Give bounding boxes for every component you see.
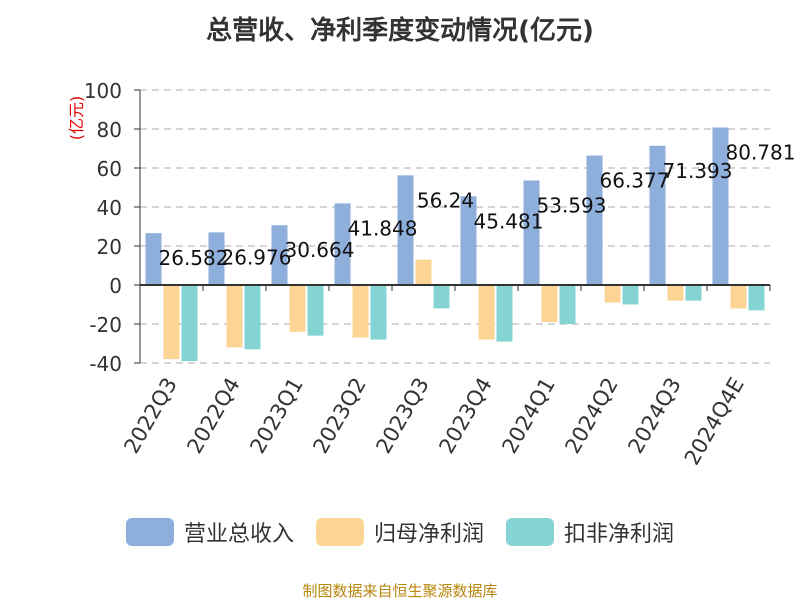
bar-net-profit xyxy=(226,285,243,348)
y-tick-label: 60 xyxy=(97,157,122,181)
bar-net-profit xyxy=(604,285,621,303)
x-tick-label: 2022Q4 xyxy=(182,374,244,458)
data-label-revenue: 30.664 xyxy=(285,238,355,262)
x-tick-label: 2022Q3 xyxy=(119,374,181,458)
legend-swatch-deducted-profit xyxy=(506,518,554,546)
bar-revenue xyxy=(460,196,477,285)
legend-label-revenue: 营业总收入 xyxy=(183,522,294,547)
bar-deducted-profit xyxy=(244,285,261,350)
bar-net-profit xyxy=(667,285,684,301)
x-tick-label: 2024Q1 xyxy=(497,374,559,458)
y-tick-label: 40 xyxy=(97,196,122,220)
bar-revenue xyxy=(523,180,540,285)
bar-chart: 100 80 60 40 20 0 -20 -40 (亿元) 2022Q3 2022Q4 2023Q1… xyxy=(67,79,796,470)
y-tick-label: -40 xyxy=(89,352,122,376)
data-source-note: 制图数据来自恒生聚源数据库 xyxy=(302,582,498,600)
bar-revenue xyxy=(586,155,603,285)
legend-item-revenue[interactable]: 营业总收入 xyxy=(125,516,294,548)
bar-deducted-profit xyxy=(370,285,387,340)
bar-net-profit xyxy=(163,285,180,360)
bar-revenue xyxy=(649,145,666,285)
bar-deducted-profit xyxy=(622,285,639,305)
data-label-revenue: 45.481 xyxy=(474,209,544,233)
bar-revenue xyxy=(334,203,351,285)
y-tick-label: 100 xyxy=(84,79,122,103)
x-tick-label: 2023Q2 xyxy=(308,374,370,458)
bar-revenue xyxy=(208,232,225,285)
bar-deducted-profit xyxy=(748,285,765,311)
x-tick-label: 2024Q2 xyxy=(560,374,622,458)
bar-deducted-profit xyxy=(181,285,198,362)
data-label-revenue: 66.377 xyxy=(600,169,670,193)
bar-deducted-profit xyxy=(496,285,513,342)
legend-label-deducted-profit: 扣非净利润 xyxy=(564,522,675,547)
x-tick-label: 2024Q4E xyxy=(680,374,749,470)
legend-swatch-revenue xyxy=(125,518,174,546)
data-label-revenue: 26.976 xyxy=(222,245,292,269)
legend: 营业总收入 归母净利润 扣非净利润 xyxy=(0,516,800,548)
legend-item-deducted-profit[interactable]: 扣非净利润 xyxy=(506,516,674,548)
y-tick-label: 20 xyxy=(97,235,122,259)
bar-net-profit xyxy=(289,285,306,332)
x-tick-label: 2023Q3 xyxy=(371,374,433,458)
bar-deducted-profit xyxy=(307,285,324,336)
bar-net-profit xyxy=(730,285,747,309)
bar-net-profit xyxy=(541,285,558,323)
bar-deducted-profit xyxy=(559,285,576,324)
y-axis-label: (亿元) xyxy=(67,96,86,141)
bar-deducted-profit xyxy=(685,285,702,301)
bar-deducted-profit xyxy=(433,285,450,309)
bar-net-profit xyxy=(478,285,495,340)
bar-net-profit xyxy=(352,285,369,338)
data-label-revenue: 71.393 xyxy=(663,159,733,183)
legend-item-net-profit[interactable]: 归母净利润 xyxy=(315,516,484,548)
x-tick-label: 2024Q3 xyxy=(623,374,685,458)
bar-net-profit xyxy=(415,259,432,285)
legend-swatch-net-profit xyxy=(315,518,364,546)
x-tick-label: 2023Q1 xyxy=(245,374,307,458)
y-tick-label: -20 xyxy=(89,313,122,337)
data-label-revenue: 53.593 xyxy=(537,193,607,217)
bar-revenue xyxy=(271,225,288,285)
data-label-revenue: 80.781 xyxy=(726,140,796,164)
data-label-revenue: 41.848 xyxy=(348,216,418,240)
data-label-revenue: 26.582 xyxy=(159,246,229,270)
bar-revenue xyxy=(712,127,729,285)
y-tick-label: 0 xyxy=(109,274,122,298)
data-label-revenue: 56.24 xyxy=(417,188,474,212)
bar-revenue xyxy=(145,233,162,285)
bar-revenue xyxy=(397,175,414,285)
x-tick-label: 2023Q4 xyxy=(434,374,496,458)
legend-label-net-profit: 归母净利润 xyxy=(373,522,484,547)
y-tick-label: 80 xyxy=(97,118,122,142)
chart-title: 总营收、净利季度变动情况(亿元) xyxy=(206,16,594,46)
